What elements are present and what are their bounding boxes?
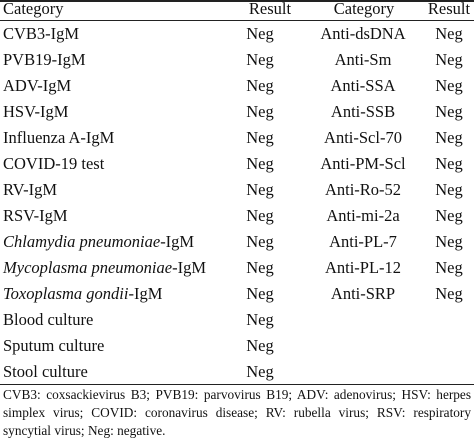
row-result: Neg	[246, 284, 274, 303]
row-result: Neg	[246, 336, 274, 355]
row-result: Neg	[246, 102, 274, 121]
row-category-right: Anti-SRP	[330, 284, 396, 303]
table-row: Mycoplasma pneumoniae-IgM Neg Anti-PL-12 Ne…	[0, 255, 474, 281]
table-bottom-rule	[0, 384, 474, 385]
table-row: Influenza A-IgM Neg Anti-Scl-70 Neg	[0, 125, 474, 151]
row-result: Neg	[246, 50, 274, 69]
row-category-right: Anti-PL-12	[324, 258, 402, 277]
table-row: RSV-IgM Neg Anti-mi-2a Neg	[0, 203, 474, 229]
header-result-left: Result	[248, 0, 292, 18]
table-row: RV-IgM Neg Anti-Ro-52 Neg	[0, 177, 474, 203]
row-result: Neg	[246, 76, 274, 95]
row-result: Neg	[246, 206, 274, 225]
row-category: Blood culture	[3, 310, 94, 329]
row-category-right: Anti-PL-7	[329, 232, 397, 251]
table-row: ADV-IgM Neg Anti-SSA Neg	[0, 73, 474, 99]
row-result: Neg	[246, 310, 274, 329]
row-category: Mycoplasma pneumoniae-IgM	[3, 255, 206, 281]
row-category: Toxoplasma gondii-IgM	[3, 281, 162, 307]
row-category-right: Anti-PM-Scl	[320, 154, 406, 173]
table-row: Blood culture Neg	[0, 307, 474, 333]
row-result-right: Neg	[435, 102, 463, 121]
row-category-suffix: -IgM	[160, 232, 195, 251]
row-result: Neg	[246, 128, 274, 147]
row-result: Neg	[246, 362, 274, 381]
row-category: RV-IgM	[3, 180, 57, 199]
table-row: COVID-19 test Neg Anti-PM-Scl Neg	[0, 151, 474, 177]
table-row: Toxoplasma gondii-IgM Neg Anti-SRP Neg	[0, 281, 474, 307]
row-category-right: Anti-dsDNA	[320, 24, 406, 43]
table-footnote: CVB3: coxsackievirus B3; PVB19: parvovir…	[3, 387, 471, 438]
row-result: Neg	[246, 24, 274, 43]
row-result-right: Neg	[435, 50, 463, 69]
row-category-suffix: -IgM	[128, 284, 163, 303]
header-category-right: Category	[333, 0, 395, 18]
row-result: Neg	[246, 258, 274, 277]
table-row: HSV-IgM Neg Anti-SSB Neg	[0, 99, 474, 125]
header-category-left: Category	[3, 0, 64, 18]
row-result-right: Neg	[435, 258, 463, 277]
row-category: Stool culture	[3, 362, 88, 381]
row-category-right: Anti-Ro-52	[324, 180, 402, 199]
row-category-right: Anti-SSA	[330, 76, 396, 95]
row-result: Neg	[246, 154, 274, 173]
row-result-right: Neg	[435, 180, 463, 199]
table-row: Sputum culture Neg	[0, 333, 474, 359]
row-category-right: Anti-mi-2a	[326, 206, 400, 225]
row-category: COVID-19 test	[3, 154, 105, 173]
row-result-right: Neg	[435, 128, 463, 147]
header-result-right: Result	[427, 0, 471, 18]
table-header-rule	[0, 20, 474, 21]
row-result-right: Neg	[435, 154, 463, 173]
row-category: Sputum culture	[3, 336, 105, 355]
row-category-organism: Mycoplasma pneumoniae	[3, 258, 173, 277]
row-result-right: Neg	[435, 232, 463, 251]
row-category-organism: Toxoplasma gondii	[3, 284, 129, 303]
row-category-right: Anti-Sm	[334, 50, 392, 69]
row-category: HSV-IgM	[3, 102, 69, 121]
row-category-right: Anti-SSB	[330, 102, 396, 121]
table-row: CVB3-IgM Neg Anti-dsDNA Neg	[0, 21, 474, 47]
row-category: RSV-IgM	[3, 206, 68, 225]
row-result-right: Neg	[435, 206, 463, 225]
row-result-right: Neg	[435, 284, 463, 303]
table-header-row: Category Result Category Result	[0, 0, 474, 22]
row-category: CVB3-IgM	[3, 24, 80, 43]
row-category: ADV-IgM	[3, 76, 72, 95]
row-category-right: Anti-Scl-70	[324, 128, 402, 147]
row-result: Neg	[246, 180, 274, 199]
table-top-rule	[0, 0, 474, 2]
row-result-right: Neg	[435, 76, 463, 95]
table-row: Stool culture Neg	[0, 359, 474, 385]
row-result: Neg	[246, 232, 274, 251]
table-row: Chlamydia pneumoniae-IgM Neg Anti-PL-7 Neg	[0, 229, 474, 255]
row-category: Influenza A-IgM	[3, 128, 115, 147]
row-category-suffix: -IgM	[172, 258, 207, 277]
row-result-right: Neg	[435, 24, 463, 43]
row-category: Chlamydia pneumoniae-IgM	[3, 229, 194, 255]
table-row: PVB19-IgM Neg Anti-Sm Neg	[0, 47, 474, 73]
row-category-organism: Chlamydia pneumoniae	[3, 232, 161, 251]
row-category: PVB19-IgM	[3, 50, 86, 69]
